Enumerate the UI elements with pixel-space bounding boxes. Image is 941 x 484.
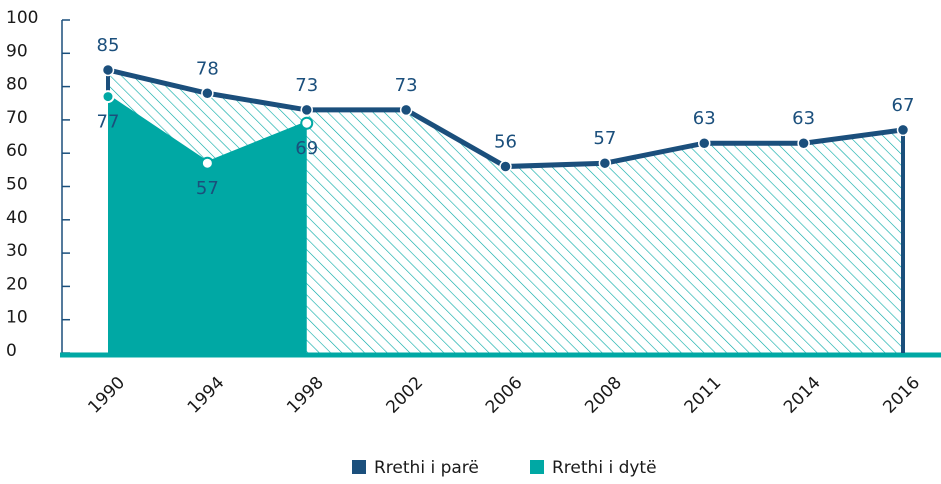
value-label: 63 xyxy=(693,108,716,129)
value-label: 57 xyxy=(196,178,219,199)
value-label: 63 xyxy=(792,108,815,129)
x-tick-label: 2002 xyxy=(382,373,427,418)
point xyxy=(101,63,115,77)
y-tick-label: 40 xyxy=(6,208,28,228)
x-tick-label: 1994 xyxy=(184,373,229,418)
value-label: 57 xyxy=(593,128,616,149)
point xyxy=(200,156,214,170)
point xyxy=(300,116,314,130)
value-label: 77 xyxy=(97,112,120,133)
x-tick-label: 2011 xyxy=(681,373,726,418)
point xyxy=(300,103,313,117)
legend-label: Rrethi i parë xyxy=(374,458,479,478)
point xyxy=(896,123,910,137)
x-tick-label: 2006 xyxy=(482,373,527,418)
x-tick-label: 2016 xyxy=(879,373,924,418)
legend-swatch xyxy=(352,460,366,474)
y-tick-label: 100 xyxy=(6,8,38,28)
value-label: 85 xyxy=(97,35,120,56)
point xyxy=(797,136,810,150)
legend-swatch xyxy=(530,460,544,474)
area-solid xyxy=(108,96,307,353)
point xyxy=(698,136,711,150)
value-label: 73 xyxy=(395,75,418,96)
value-label: 69 xyxy=(295,138,318,159)
x-tick-label: 1998 xyxy=(283,373,328,418)
y-tick-label: 90 xyxy=(6,41,28,61)
y-tick-label: 80 xyxy=(6,75,28,95)
y-tick-label: 30 xyxy=(6,241,28,261)
point xyxy=(101,90,115,104)
legend-label: Rrethi i dytë xyxy=(552,458,657,478)
x-tick-label: 2008 xyxy=(581,373,626,418)
y-tick-label: 20 xyxy=(6,274,28,294)
value-label: 73 xyxy=(295,75,318,96)
value-label: 67 xyxy=(892,95,915,116)
value-label: 78 xyxy=(196,58,219,79)
x-tick-label: 1990 xyxy=(84,373,129,418)
y-tick-label: 70 xyxy=(6,108,28,128)
point xyxy=(499,160,512,173)
x-tick-label: 2014 xyxy=(780,373,825,418)
value-label: 56 xyxy=(494,132,517,153)
point xyxy=(598,156,612,170)
y-tick-label: 0 xyxy=(6,341,17,361)
point xyxy=(201,87,214,100)
y-tick-label: 60 xyxy=(6,141,28,161)
y-tick-label: 50 xyxy=(6,175,28,195)
y-tick-label: 10 xyxy=(6,308,28,328)
point xyxy=(399,103,413,117)
